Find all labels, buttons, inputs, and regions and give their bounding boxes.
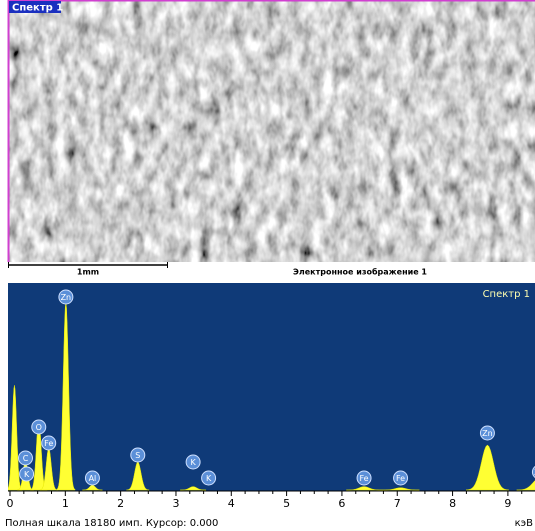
element-label: Zn — [61, 293, 72, 302]
x-tick-label: 0 — [7, 497, 14, 510]
spectrum-label: Спектр 1 — [483, 289, 530, 300]
element-label: K — [206, 474, 212, 483]
element-label: Zn — [482, 429, 493, 438]
element-label: O — [36, 423, 42, 432]
element-label: Fe — [44, 439, 53, 448]
sem-texture — [8, 0, 535, 262]
unit: кэВ — [515, 518, 534, 529]
x-tick-label: 3 — [172, 497, 179, 510]
image-label: Спектр 1 — [12, 3, 63, 14]
element-label: Al — [89, 474, 97, 483]
element-label: C — [23, 454, 29, 463]
element-label: Fe — [396, 474, 405, 483]
x-axis-ticks: 0 1 2 3 4 5 6 7 8 9 — [7, 491, 522, 510]
element-label: S — [135, 451, 140, 460]
spectrum-panel — [8, 283, 535, 491]
x-tick-label: 5 — [283, 497, 290, 510]
x-tick-label: 4 — [228, 497, 235, 510]
image-caption: Электронное изображение 1 — [293, 267, 427, 277]
x-tick-label: 9 — [504, 497, 511, 510]
x-tick-label: 6 — [338, 497, 345, 510]
x-tick-label: 2 — [117, 497, 124, 510]
x-tick-label: 8 — [449, 497, 456, 510]
x-tick-label: 7 — [394, 497, 401, 510]
scale-bar-label: 1mm — [77, 268, 99, 277]
element-label: K — [24, 470, 30, 479]
element-label: K — [190, 458, 196, 467]
x-tick-label: 1 — [62, 497, 69, 510]
eds-window: Спектр 1 1mm Электронное изображение 1 С… — [0, 0, 535, 531]
footer: Полная шкала 18180 имп. Курсор: 0.000 — [5, 518, 218, 529]
element-label: Fe — [360, 474, 369, 483]
